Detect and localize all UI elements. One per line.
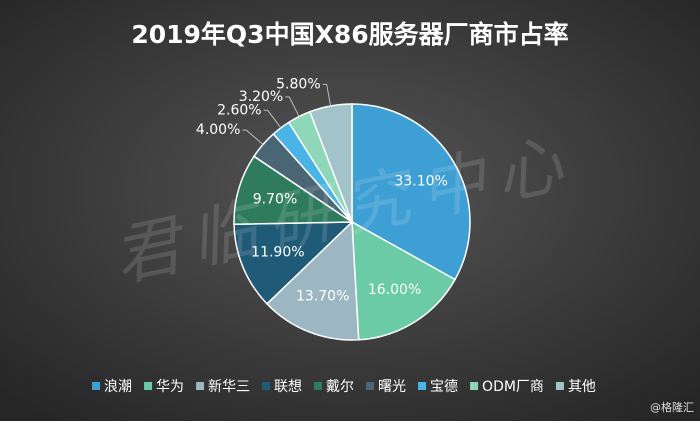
- legend-swatch: [196, 382, 205, 390]
- data-label: 13.70%: [296, 289, 349, 305]
- legend-swatch: [418, 382, 427, 390]
- legend-swatch: [470, 382, 479, 390]
- legend-label: 其他: [568, 379, 596, 395]
- legend-swatch: [92, 382, 101, 390]
- legend-label: ODM厂商: [482, 379, 544, 395]
- legend-swatch: [262, 382, 271, 390]
- pie-slice: [351, 103, 471, 281]
- legend-swatch: [555, 382, 564, 390]
- data-label: 4.00%: [196, 122, 240, 138]
- legend-swatch: [366, 382, 375, 390]
- leader-line: [263, 109, 282, 129]
- pie-slice: [233, 221, 354, 305]
- data-label: 9.70%: [253, 191, 297, 207]
- data-label: 5.80%: [276, 76, 320, 92]
- data-label: 11.90%: [251, 245, 304, 261]
- legend-label: 宝德: [430, 379, 458, 395]
- legend-label: 浪潮: [104, 379, 132, 395]
- pie-slice: [265, 220, 360, 341]
- pie-slice: [308, 103, 353, 223]
- legend-label: 华为: [156, 379, 184, 395]
- legend-label: 戴尔: [326, 379, 354, 395]
- data-label: 2.60%: [217, 102, 261, 118]
- legend-swatch: [144, 382, 153, 390]
- data-label: 16.00%: [368, 282, 421, 298]
- leader-line: [285, 96, 300, 117]
- data-label: 3.20%: [239, 89, 283, 105]
- leader-line: [322, 83, 332, 107]
- source: @格隆汇: [650, 400, 694, 414]
- legend-label: 联想: [274, 379, 302, 395]
- legend-label: 曙光: [378, 379, 406, 395]
- legend-label: 新华三: [208, 379, 250, 395]
- pie-slice: [351, 220, 457, 341]
- chart-title: 2019年Q3中国X86服务器厂商市占率: [131, 20, 568, 49]
- data-label: 33.10%: [394, 173, 447, 189]
- legend-swatch: [314, 382, 323, 390]
- leader-line: [242, 129, 264, 145]
